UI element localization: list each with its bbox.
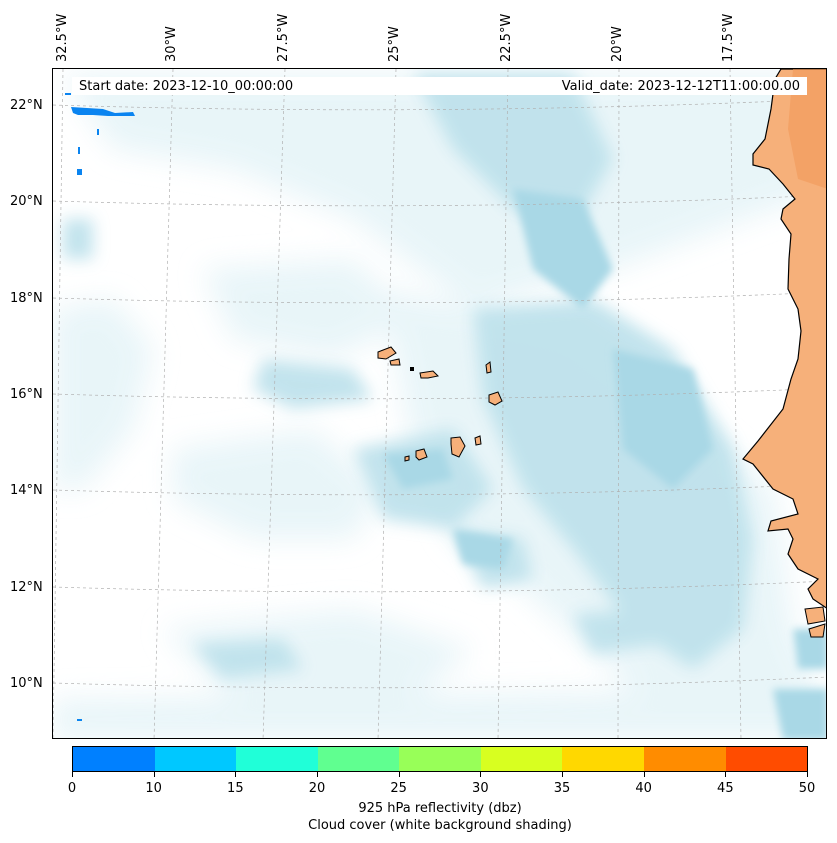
lat-label-16n: 16°N — [10, 387, 43, 402]
lon-label-22-5w: 22.5°W — [499, 13, 514, 62]
colorbar-segment-7 — [643, 747, 726, 771]
colorbar-tick-mark — [480, 772, 482, 777]
map-canvas — [53, 69, 826, 738]
cape-verde-islands — [377, 346, 503, 462]
lat-label-10n: 10°N — [10, 676, 43, 691]
lat-label-18n: 18°N — [10, 291, 43, 306]
date-info-bar — [72, 77, 807, 95]
reflectivity-echoes — [65, 93, 135, 721]
colorbar-tick-label: 50 — [798, 781, 816, 796]
lat-label-12n: 12°N — [10, 580, 43, 595]
colorbar-tick-mark — [153, 772, 155, 777]
colorbar-segment-4 — [399, 747, 481, 771]
colorbar-caption-reflectivity: 925 hPa reflectivity (dbz) — [358, 801, 522, 816]
lat-label-20n: 20°N — [10, 194, 43, 209]
colorbar-tick-mark — [317, 772, 318, 777]
lon-label-30w: 30°W — [164, 26, 179, 62]
colorbar-tick-mark — [235, 772, 237, 777]
colorbar-segment-1 — [154, 747, 237, 771]
valid-date-label: Valid_date: 2023-12-12T11:00:00.00 — [561, 79, 800, 94]
start-date-label: Start date: 2023-12-10_00:00:00 — [79, 79, 294, 94]
colorbar-segment-0 — [73, 747, 155, 771]
colorbar-tick-mark — [72, 772, 73, 777]
lon-label-25w: 25°W — [387, 26, 402, 62]
lon-label-20w: 20°W — [610, 26, 625, 62]
lat-label-22n: 22°N — [10, 98, 43, 113]
gridlines — [53, 69, 826, 738]
colorbar-tick-label: 15 — [227, 781, 244, 796]
colorbar-tick-label: 40 — [635, 781, 652, 796]
lon-label-32-5w: 32.5°W — [55, 13, 70, 62]
cloud-cover-layer — [53, 74, 826, 738]
colorbar-tick-mark — [725, 772, 727, 777]
colorbar-segment-8 — [725, 747, 808, 771]
colorbar-segment-6 — [562, 747, 644, 771]
colorbar-tick-mark — [562, 772, 563, 777]
colorbar-tick-mark — [398, 772, 400, 777]
colorbar-tick-mark — [807, 772, 808, 777]
reflectivity-colorbar — [72, 746, 808, 772]
colorbar-tick-label: 10 — [145, 781, 162, 796]
colorbar-tick-label: 20 — [308, 781, 326, 796]
colorbar-tick-label: 0 — [67, 781, 77, 796]
colorbar-tick-mark — [643, 772, 645, 777]
colorbar-caption-cloud-cover: Cloud cover (white background shading) — [308, 818, 572, 833]
colorbar-segment-3 — [317, 747, 400, 771]
lon-label-17-5w: 17.5°W — [721, 13, 736, 62]
lat-label-14n: 14°N — [10, 483, 43, 498]
colorbar-tick-label: 35 — [553, 781, 571, 796]
colorbar-segment-2 — [236, 747, 318, 771]
colorbar-tick-label: 25 — [390, 781, 407, 796]
colorbar-tick-label: 30 — [472, 781, 489, 796]
colorbar-segment-5 — [480, 747, 563, 771]
africa-coastline — [742, 69, 826, 638]
lon-label-27-5w: 27.5°W — [276, 13, 291, 62]
map-area[interactable] — [52, 68, 827, 739]
colorbar-tick-label: 45 — [717, 781, 734, 796]
